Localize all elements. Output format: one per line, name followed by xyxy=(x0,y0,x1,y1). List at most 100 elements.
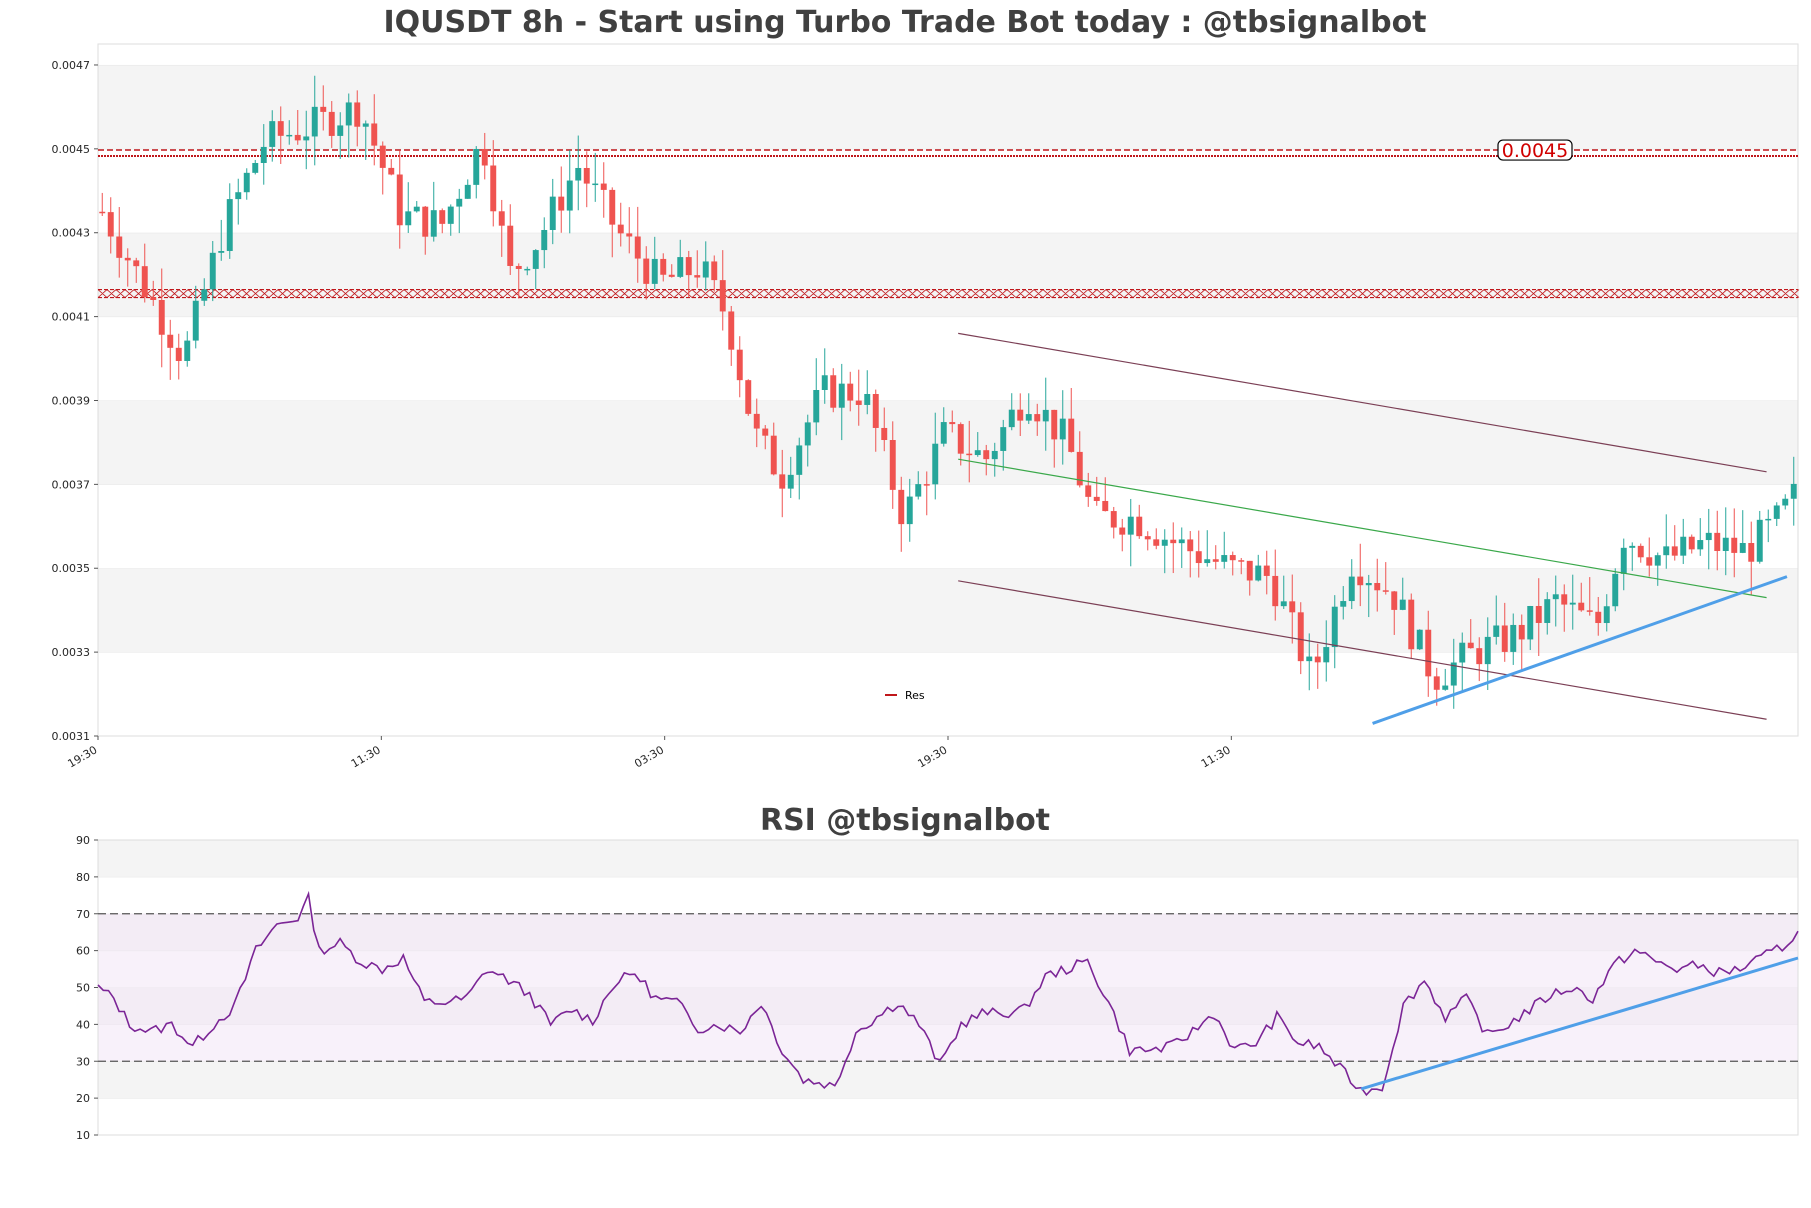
candle-body xyxy=(1221,555,1228,562)
candle-body xyxy=(753,413,760,429)
candle-body xyxy=(1306,656,1313,662)
candle-body xyxy=(626,233,633,237)
candle-body xyxy=(898,489,905,525)
candle-body xyxy=(558,196,565,211)
candle-body xyxy=(872,393,879,428)
candle-body xyxy=(1416,629,1423,650)
candle-body xyxy=(1144,536,1151,540)
rsi-bands xyxy=(98,839,1798,1135)
candle-body xyxy=(668,274,675,277)
candle-body xyxy=(1773,505,1780,519)
candle-body xyxy=(830,375,837,408)
candle-body xyxy=(354,102,361,127)
candle-body xyxy=(1034,414,1041,422)
rsi-y-axis: 10 20 30 40 50 60 70 80 90 xyxy=(76,834,98,1142)
candle-body xyxy=(1212,559,1219,562)
candle-body xyxy=(694,275,701,278)
trend-line-channel-upper xyxy=(958,332,1767,473)
candle-body xyxy=(1714,532,1721,551)
candle-body xyxy=(1187,539,1194,552)
rsi-y-tick-label: 80 xyxy=(76,871,90,884)
candle-body xyxy=(192,300,199,341)
candle-body xyxy=(167,334,174,348)
candle-body xyxy=(1042,409,1049,422)
candle-body xyxy=(736,349,743,381)
candle-body xyxy=(1408,599,1415,650)
candle-body xyxy=(847,383,854,401)
candle-body xyxy=(1450,662,1457,686)
candle-body xyxy=(1178,539,1185,544)
candle-body xyxy=(915,484,922,497)
candle-body xyxy=(252,162,259,173)
candle-body xyxy=(1008,409,1015,428)
price-y-tick-label: 0.0033 xyxy=(52,646,91,659)
candle-body xyxy=(1365,582,1372,586)
candle-body xyxy=(1459,642,1466,663)
candle-body xyxy=(1603,606,1610,624)
candle-body xyxy=(889,440,896,490)
candle-body xyxy=(218,250,225,253)
candle-body xyxy=(1085,485,1092,497)
candle-body xyxy=(566,180,573,211)
candle-body xyxy=(286,134,293,137)
candle-body xyxy=(1688,536,1695,550)
rsi-y-tick-label: 90 xyxy=(76,834,90,847)
price-band xyxy=(98,568,1798,653)
candle-body xyxy=(1280,601,1287,607)
price-y-tick-label: 0.0041 xyxy=(52,311,91,324)
candle-body xyxy=(507,225,514,266)
candle-body xyxy=(1025,414,1032,421)
rsi-band xyxy=(98,1061,1798,1099)
candle-body xyxy=(1289,601,1296,613)
price-y-tick-label: 0.0037 xyxy=(52,478,91,491)
candle-body xyxy=(422,206,429,237)
candle-body xyxy=(906,496,913,525)
candle-body xyxy=(439,210,446,224)
rsi-y-tick-label: 40 xyxy=(76,1018,90,1031)
candle-body xyxy=(634,236,641,259)
candle-body xyxy=(1535,605,1542,623)
candle-body xyxy=(1595,611,1602,624)
candle-body xyxy=(651,258,658,284)
rsi-y-tick-label: 60 xyxy=(76,945,90,958)
candle-body xyxy=(1646,557,1653,566)
candle-body xyxy=(1161,539,1168,546)
candle-body xyxy=(728,311,735,350)
candle-body xyxy=(881,427,888,441)
candle-body xyxy=(413,206,420,212)
candle-body xyxy=(107,212,114,237)
price-band xyxy=(98,64,1798,149)
candle-body xyxy=(583,167,590,184)
price-y-tick-label: 0.0035 xyxy=(52,562,91,575)
rsi-y-tick-label: 70 xyxy=(76,908,90,921)
candle-body xyxy=(209,252,216,290)
candle-body xyxy=(1314,656,1321,663)
candle-body xyxy=(1654,555,1661,566)
candle-body xyxy=(1476,648,1483,665)
candle-body xyxy=(1331,606,1338,648)
resistance-crosshatch xyxy=(97,289,1800,298)
candle-body xyxy=(379,145,386,168)
candle-body xyxy=(1374,582,1381,591)
candle-body xyxy=(481,148,488,166)
candle-body xyxy=(396,174,403,226)
price-chart-title: IQUSDT 8h - Start using Turbo Trade Bot … xyxy=(383,5,1426,40)
candle-body xyxy=(1000,427,1007,451)
rsi-y-tick-label: 20 xyxy=(76,1092,90,1105)
candle-body xyxy=(371,123,378,146)
candle-body xyxy=(328,111,335,136)
candle-body xyxy=(575,167,582,181)
candle-body xyxy=(405,211,412,226)
candle-body xyxy=(677,257,684,277)
candle-body xyxy=(940,422,947,444)
candle-body xyxy=(362,123,369,127)
candle-body xyxy=(1552,594,1559,600)
candle-body xyxy=(515,265,522,269)
candle-body xyxy=(1127,516,1134,535)
candle-body xyxy=(184,340,191,361)
candle-body xyxy=(133,260,140,267)
price-y-axis: 0.0031 0.0033 0.0035 0.0037 0.0039 0.0041 0.00… xyxy=(52,59,98,743)
candle-body xyxy=(745,380,752,414)
trend-line-mid-trend xyxy=(958,458,1767,599)
